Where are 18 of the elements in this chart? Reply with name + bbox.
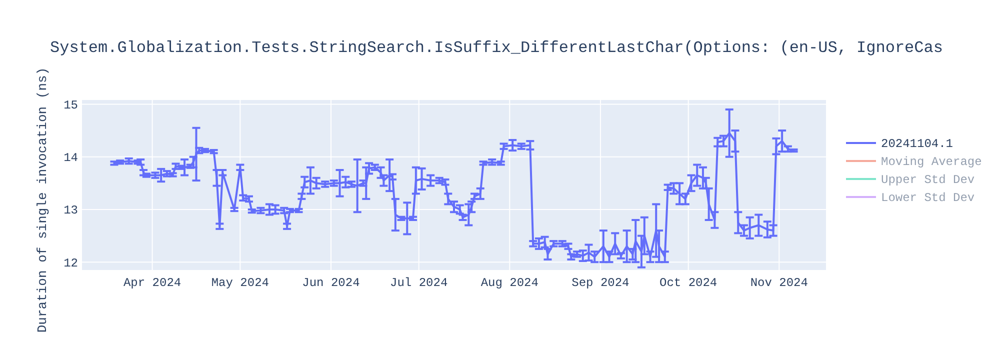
y-tick-label: 12 [64, 256, 78, 270]
x-tick-label: Sep 2024 [572, 276, 630, 290]
x-tick-label: Nov 2024 [750, 276, 808, 290]
legend-label: Moving Average [881, 155, 982, 170]
y-tick-label: 14 [64, 151, 78, 166]
y-tick-label: 13 [64, 204, 78, 218]
x-tick-label: Apr 2024 [123, 276, 182, 290]
x-tick-label: Jun 2024 [302, 276, 360, 290]
legend-label: Upper Std Dev [881, 173, 975, 188]
x-tick-label: May 2024 [211, 276, 269, 290]
chart-title: System.Globalization.Tests.StringSearch.IsSuffix_DifferentLastChar(Options: (en-US, IgnoreCas [50, 39, 943, 57]
x-tick-label: Oct 2024 [660, 276, 718, 290]
y-axis-title: Duration of single invocation (ns) [35, 67, 50, 333]
legend-label: Lower Std Dev [881, 191, 975, 206]
y-tick-label: 15 [64, 98, 78, 112]
x-tick-label: Aug 2024 [480, 276, 538, 290]
x-tick-label: Jul 2024 [390, 276, 448, 290]
legend-label: 20241104.1 [881, 137, 954, 152]
